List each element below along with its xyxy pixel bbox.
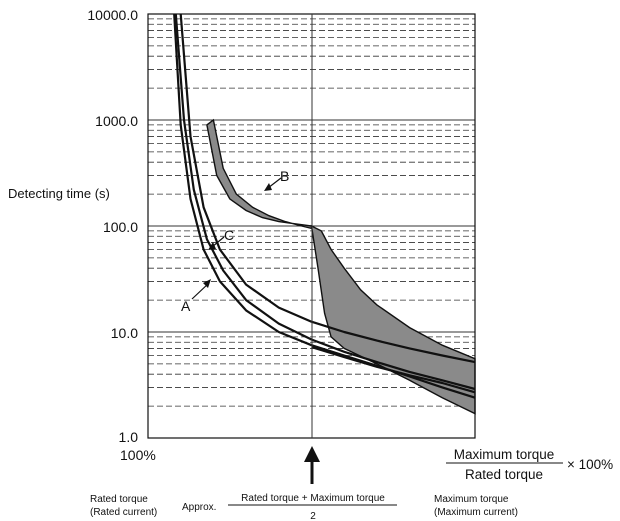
label-a-arrowhead: [203, 279, 211, 288]
middle-position-numerator: Rated torque + Maximum torque: [241, 493, 385, 504]
left-position-line1: Rated torque: [90, 494, 148, 505]
curve-lower: [311, 346, 476, 394]
curve-label-c: C: [208, 227, 234, 250]
middle-arrow: [304, 446, 320, 484]
arrow-head: [304, 446, 320, 462]
curve-label: A: [181, 298, 191, 314]
x-axis-unit: Maximum torque Rated torque × 100%: [446, 447, 613, 482]
y-tick-label: 1.0: [119, 429, 139, 445]
shaded-bands: [206, 118, 476, 415]
x-unit-denominator: Rated torque: [465, 467, 543, 482]
curve-label-a: A: [181, 279, 211, 314]
y-tick-label: 1000.0: [95, 113, 138, 129]
left-position-line2: (Rated current): [90, 507, 157, 518]
right-position-line2: (Maximum current): [434, 507, 518, 518]
curve-lines: [173, 13, 476, 399]
y-tick-label: 100.0: [103, 219, 138, 235]
label-c-arrowhead: [208, 242, 216, 250]
y-tick-labels: 10000.0 1000.0 100.0 10.0 1.0: [87, 7, 138, 445]
x-position-labels: Rated torque (Rated current) Approx. Rat…: [90, 493, 518, 521]
curve-label-b: B: [264, 168, 289, 191]
right-position-line1: Maximum torque: [434, 494, 509, 505]
middle-position-denominator: 2: [310, 511, 316, 521]
curve-label: B: [280, 168, 289, 184]
x-unit-suffix: × 100%: [567, 457, 613, 472]
y-axis-label: Detecting time (s): [8, 186, 110, 201]
label-b-arrowhead: [264, 183, 272, 191]
middle-position-prefix: Approx.: [182, 502, 216, 513]
y-tick-label: 10000.0: [87, 7, 138, 23]
curve-outer: [179, 13, 476, 364]
curve-A: [173, 13, 476, 399]
x-unit-numerator: Maximum torque: [454, 447, 555, 462]
curve-label: C: [224, 227, 234, 243]
y-tick-label: 10.0: [111, 325, 138, 341]
x-tick-left-label: 100%: [120, 447, 156, 463]
curve-C: [174, 13, 476, 391]
